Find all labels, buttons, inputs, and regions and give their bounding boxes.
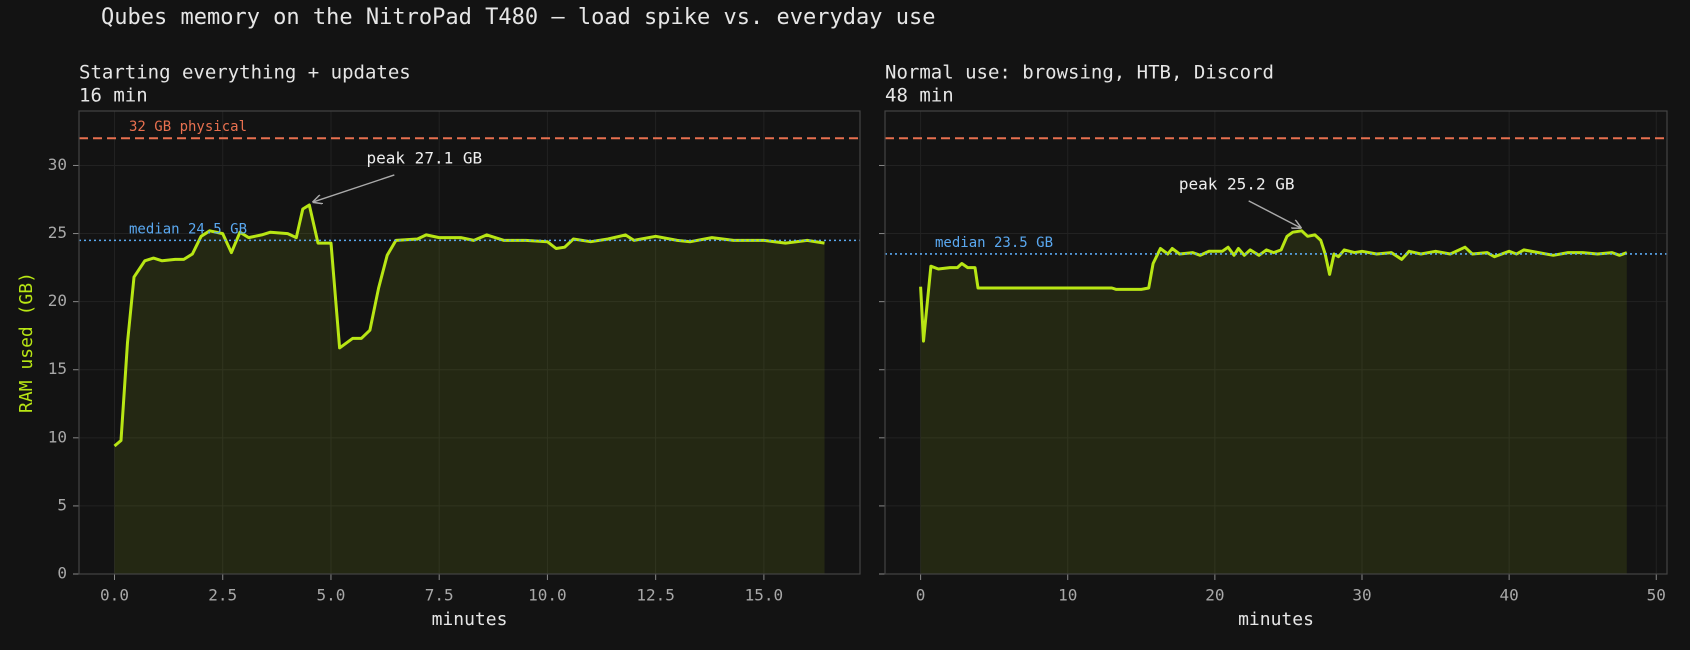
reference-label: median 23.5 GB [935,235,1053,251]
y-tick-label: 10 [48,427,67,446]
line [919,229,1628,343]
y-tick-label: 25 [48,223,67,242]
x-tick-label: 10.0 [528,586,567,605]
y-tick-label: 15 [48,359,67,378]
annotation-arrow [313,174,395,202]
y-tick-label: 20 [48,291,67,310]
panel-subtitle: 16 min [79,85,148,107]
plot-frame [78,110,861,575]
x-tick-label: 20 [1205,586,1224,605]
line [113,203,825,448]
x-tick-label: 30 [1352,586,1371,605]
annotation-text: peak 27.1 GB [367,148,483,167]
x-tick-label: 0.0 [100,586,129,605]
y-tick-label: 0 [57,564,67,583]
x-tick-label: 2.5 [208,586,237,605]
x-tick-label: 0 [916,586,926,605]
reference-label: median 24.5 GB [129,221,247,237]
annotation-text: peak 25.2 GB [1179,174,1295,193]
figure-title: Qubes memory on the NitroPad T480 — load… [101,5,935,30]
x-tick-label: 10 [1058,586,1077,605]
x-tick-label: 5.0 [317,586,346,605]
x-tick-label: 50 [1647,586,1666,605]
y-tick-label: 30 [48,155,67,174]
x-tick-label: 7.5 [425,586,454,605]
panel-subtitle: 48 min [885,85,954,107]
area [920,230,1627,575]
annotation-arrow [1248,200,1301,228]
x-tick-label: 12.5 [636,586,675,605]
plot-frame [884,110,1668,575]
x-axis-label: minutes [1238,609,1314,630]
x-axis-label: minutes [432,609,508,630]
area [114,205,825,574]
x-tick-label: 15.0 [745,586,784,605]
y-tick-label: 5 [57,495,67,514]
reference-label: 32 GB physical [129,119,247,135]
x-tick-label: 40 [1499,586,1518,605]
panel-title: Starting everything + updates [79,62,411,84]
y-axis-label: RAM used (GB) [16,272,37,413]
panel-title: Normal use: browsing, HTB, Discord [885,62,1274,84]
